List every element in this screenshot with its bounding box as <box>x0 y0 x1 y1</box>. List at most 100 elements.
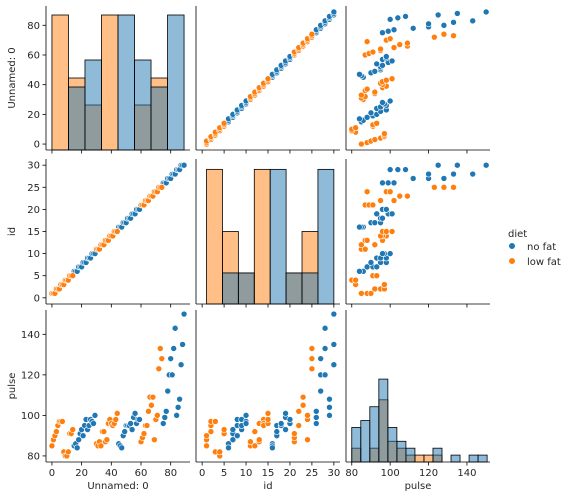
point-low-fat-1-2-41 <box>386 188 394 196</box>
ytick-label-id-25: 25 <box>27 183 40 194</box>
point-no-fat-0-2-36 <box>425 20 432 28</box>
point-no-fat-0-2-30 <box>379 29 386 37</box>
panel-1-1 <box>195 159 340 305</box>
point-low-fat-0-2-3 <box>371 136 379 143</box>
point-low-fat-1-2-29 <box>388 228 396 235</box>
point-no-fat-0-1-44 <box>330 8 338 16</box>
point-no-fat-2-1-37 <box>321 345 329 352</box>
point-low-fat-0-2-28 <box>383 76 390 84</box>
point-low-fat-2-0-41 <box>154 412 161 419</box>
point-no-fat-2-0-32 <box>162 408 170 415</box>
point-no-fat-0-2-24 <box>373 60 381 68</box>
point-low-fat-0-2-42 <box>431 33 438 41</box>
point-no-fat-2-1-36 <box>321 371 329 379</box>
point-low-fat-2-0-29 <box>113 410 121 417</box>
point-no-fat-2-0-37 <box>170 345 177 352</box>
point-no-fat-1-2-44 <box>482 161 490 169</box>
ytick-label-id-30: 30 <box>27 161 40 172</box>
point-low-fat-2-1-29 <box>264 410 272 417</box>
point-no-fat-0-2-17 <box>356 70 363 78</box>
legend-label-low-fat: low fat <box>527 257 561 268</box>
hist-bar-no-fat-unnamed-0-2 <box>84 59 102 151</box>
pairplot-panels <box>45 6 490 463</box>
hist-bar-no-fat-pulse-3 <box>378 378 389 463</box>
point-low-fat-0-2-34 <box>377 45 384 53</box>
point-no-fat-2-1-13 <box>242 420 250 427</box>
panel-2-0 <box>45 310 190 463</box>
point-no-fat-2-0-23 <box>127 420 134 427</box>
hist-bar-no-fat-id-4 <box>269 168 287 305</box>
point-low-fat-2-1-35 <box>295 408 303 415</box>
point-no-fat-1-2-33 <box>409 175 417 182</box>
point-low-fat-2-1-11 <box>216 448 224 456</box>
point-no-fat-0-2-33 <box>409 24 417 32</box>
point-low-fat-2-1-0 <box>203 442 210 450</box>
xtick-label-pulse-120: 120 <box>419 468 438 479</box>
point-low-fat-1-2-37 <box>396 192 404 200</box>
point-low-fat-1-2-22 <box>363 237 371 244</box>
point-low-fat-1-2-28 <box>383 228 390 235</box>
hist-bar-no-fat-pulse-13 <box>468 454 479 463</box>
point-no-fat-2-0-44 <box>180 310 188 318</box>
point-low-fat-0-2-29 <box>388 75 396 83</box>
point-no-fat-2-0-31 <box>161 414 169 421</box>
point-low-fat-2-1-2 <box>203 432 210 439</box>
point-low-fat-1-0-44 <box>158 183 166 191</box>
point-low-fat-2-0-11 <box>64 448 72 456</box>
point-no-fat-1-2-40 <box>394 166 402 173</box>
xtick-label-id-20: 20 <box>284 468 297 479</box>
point-no-fat-2-1-17 <box>269 444 276 452</box>
xtick-label-id-10: 10 <box>240 468 253 479</box>
hist-bar-no-fat-unnamed-0-6 <box>150 86 168 151</box>
ytick-label-id-20: 20 <box>27 205 40 216</box>
ytick-label-unnamed-0-40: 40 <box>27 80 40 91</box>
point-low-fat-0-2-35 <box>390 44 398 51</box>
point-no-fat-1-2-29 <box>383 206 390 213</box>
hist-bar-no-fat-id-2 <box>237 272 255 305</box>
hist-bar-low-fat-id-3 <box>253 168 271 305</box>
xtick-label-id-30: 30 <box>327 468 340 479</box>
point-low-fat-1-2-7 <box>381 281 388 288</box>
point-no-fat-0-2-31 <box>384 27 392 35</box>
point-low-fat-2-0-35 <box>145 408 152 415</box>
point-no-fat-2-1-26 <box>282 410 289 417</box>
point-no-fat-2-1-24 <box>282 426 289 433</box>
point-low-fat-2-0-38 <box>149 393 157 401</box>
point-no-fat-2-1-44 <box>330 310 338 318</box>
hist-bar-no-fat-id-5 <box>285 272 303 305</box>
point-low-fat-1-2-44 <box>440 183 448 191</box>
xtick-label-unnamed-0-60: 60 <box>135 468 148 479</box>
xtick-label-id-25: 25 <box>306 468 319 479</box>
point-low-fat-1-2-14 <box>373 272 381 280</box>
point-low-fat-1-2-43 <box>450 183 457 191</box>
ytick-label-pulse-80: 80 <box>27 451 40 462</box>
hist-bar-low-fat-unnamed-0-3 <box>101 14 119 151</box>
hist-bar-no-fat-unnamed-0-7 <box>167 14 185 151</box>
point-no-fat-0-2-6 <box>367 109 375 117</box>
point-no-fat-1-0-44 <box>180 161 188 169</box>
xtick-label-unnamed-0-0: 0 <box>49 468 55 479</box>
point-no-fat-2-1-41 <box>326 395 333 403</box>
point-no-fat-1-2-39 <box>386 166 394 173</box>
point-low-fat-2-1-39 <box>304 436 311 444</box>
point-low-fat-2-1-41 <box>304 412 311 419</box>
point-low-fat-0-2-22 <box>363 85 371 93</box>
point-no-fat-1-2-37 <box>450 170 457 178</box>
point-low-fat-2-1-42 <box>308 365 316 373</box>
ytick-label-id-0: 0 <box>34 293 40 304</box>
point-low-fat-2-0-0 <box>48 442 56 450</box>
point-no-fat-2-0-19 <box>121 428 128 435</box>
point-no-fat-2-0-42 <box>177 361 185 369</box>
point-low-fat-0-2-32 <box>369 48 377 56</box>
ytick-label-unnamed-0-60: 60 <box>27 50 40 61</box>
point-low-fat-1-2-11 <box>352 276 359 284</box>
panel-0-2 <box>345 6 490 151</box>
ytick-label-unnamed-0-0: 0 <box>34 140 40 151</box>
xtick-label-unnamed-0-40: 40 <box>105 468 118 479</box>
point-no-fat-1-2-17 <box>356 223 363 231</box>
hist-bar-low-fat-id-0 <box>206 168 223 305</box>
point-no-fat-1-2-31 <box>384 179 392 187</box>
point-low-fat-0-1-44 <box>308 30 316 38</box>
tick-layer: 0 20 40 60 80 0 5 10 15 20 25 30 80 100 120 14002040608… <box>21 21 477 479</box>
point-no-fat-2-1-32 <box>312 408 320 415</box>
